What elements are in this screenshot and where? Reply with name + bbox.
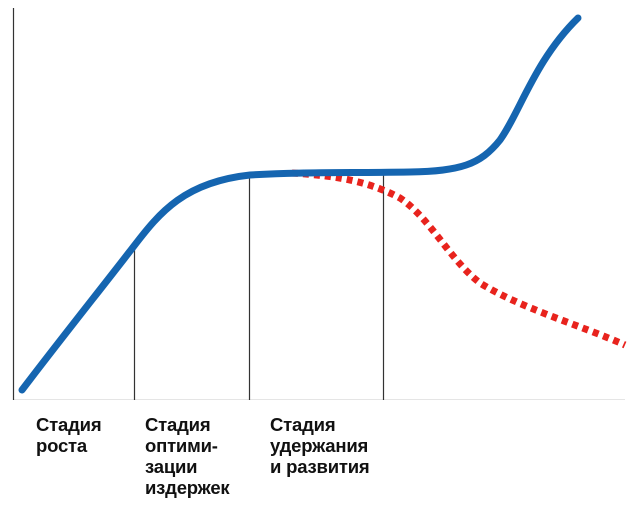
stage-1-line-1: Стадия — [36, 414, 102, 435]
stage-2-line-4: издержек — [145, 477, 230, 498]
stage-3-line-2: удержания — [270, 435, 369, 456]
stage-2-line-2: оптими- — [145, 435, 218, 456]
stage-3-line-1: Стадия — [270, 414, 336, 435]
stage-label-growth: Стадия роста — [36, 414, 102, 456]
decline-curve — [291, 169, 627, 349]
main-curve — [18, 14, 582, 394]
stage-label-cost-optimization: Стадия оптими- зации издержек — [145, 414, 230, 498]
stage-2-line-3: зации — [145, 456, 198, 477]
stage-3-line-3: и развития — [270, 456, 370, 477]
stage-label-retention-development: Стадия удержания и развития — [270, 414, 370, 477]
lifecycle-diagram — [12, 8, 627, 400]
stage-1-line-2: роста — [36, 435, 87, 456]
stage-2-line-1: Стадия — [145, 414, 211, 435]
